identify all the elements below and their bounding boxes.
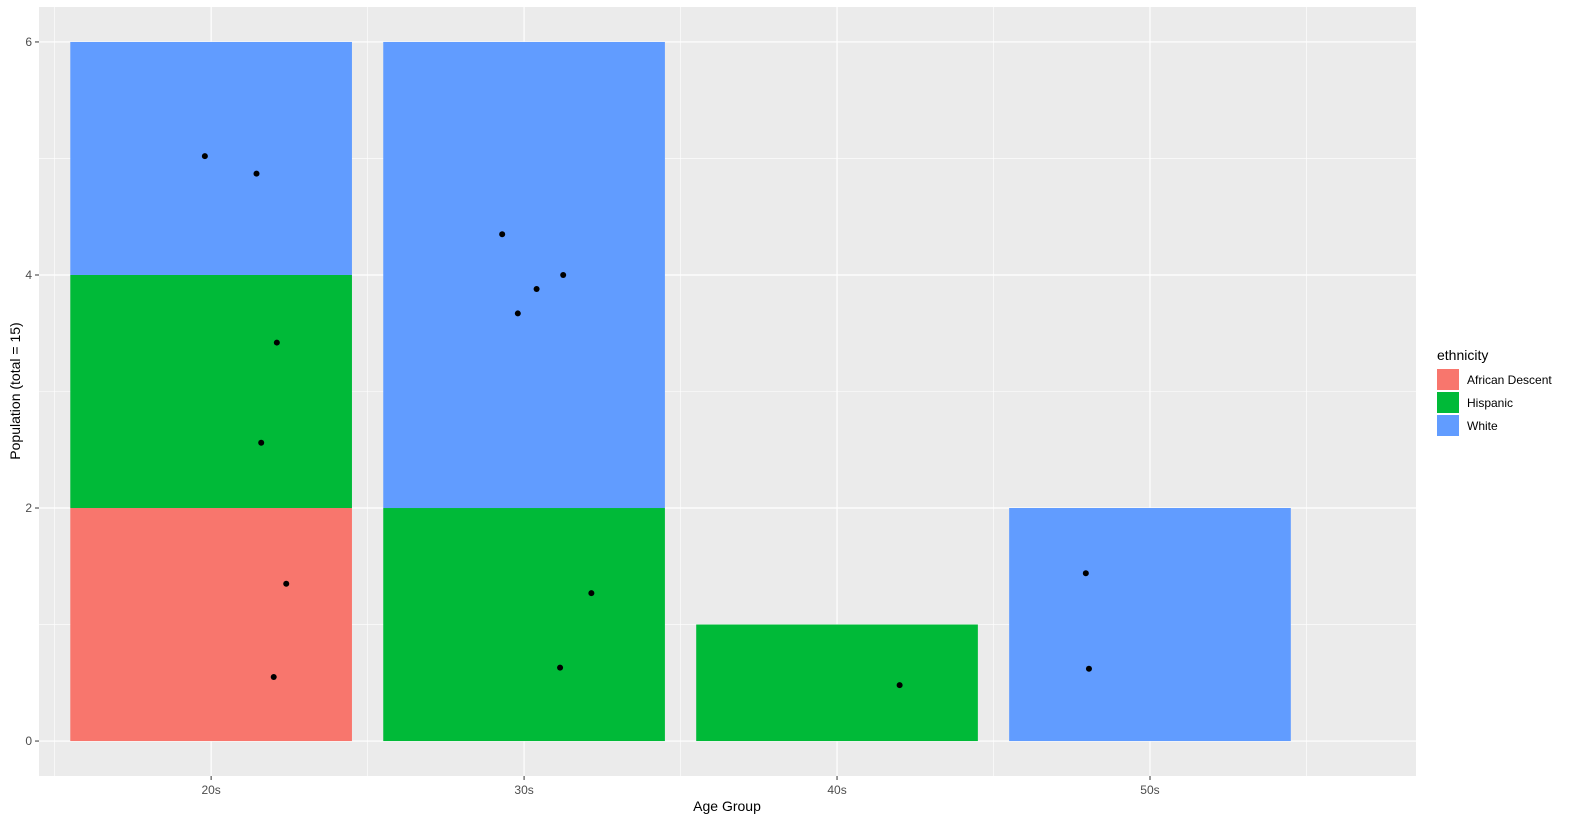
data-point [588,590,595,597]
data-point [201,153,208,160]
y-tick-label: 6 [25,35,32,49]
bars [70,41,1291,742]
bar-segment [70,508,352,742]
x-tick-label: 50s [1140,783,1159,797]
data-point [1082,570,1089,577]
x-axis-title: Age Group [693,798,761,814]
y-tick-label: 4 [25,268,32,282]
data-point [896,682,903,689]
data-point [270,673,277,680]
x-axis: 20s 30s 40s 50s [201,776,1160,797]
jitter-points [201,153,1092,689]
x-tick-label: 20s [201,783,220,797]
legend-label: Hispanic [1467,396,1513,410]
bar-segment [70,274,352,509]
x-tick-label: 40s [827,783,846,797]
data-point [258,439,265,446]
data-point [514,310,521,317]
x-tick-label: 30s [514,783,533,797]
bar-segment [1009,508,1291,742]
bar-segment [383,41,665,509]
y-tick-label: 2 [25,501,32,515]
bar-segment [70,41,352,275]
legend: ethnicity African Descent Hispanic White [1437,347,1552,436]
bar-segment [383,508,665,742]
y-tick-label: 0 [25,734,32,748]
legend-label: African Descent [1467,373,1552,387]
data-point [253,170,260,177]
legend-label: White [1467,419,1498,433]
data-point [533,285,540,292]
data-point [557,664,564,671]
data-point [283,580,290,587]
data-point [273,339,280,346]
data-point [1085,665,1092,672]
bar-segment [696,624,978,742]
legend-title: ethnicity [1437,347,1488,363]
legend-key [1437,369,1459,390]
data-point [499,231,506,238]
y-axis: 0 2 4 6 [25,35,39,748]
legend-key [1437,392,1459,413]
y-axis-title: Population (total = 15) [7,322,23,459]
data-point [560,271,567,278]
legend-key [1437,415,1459,436]
